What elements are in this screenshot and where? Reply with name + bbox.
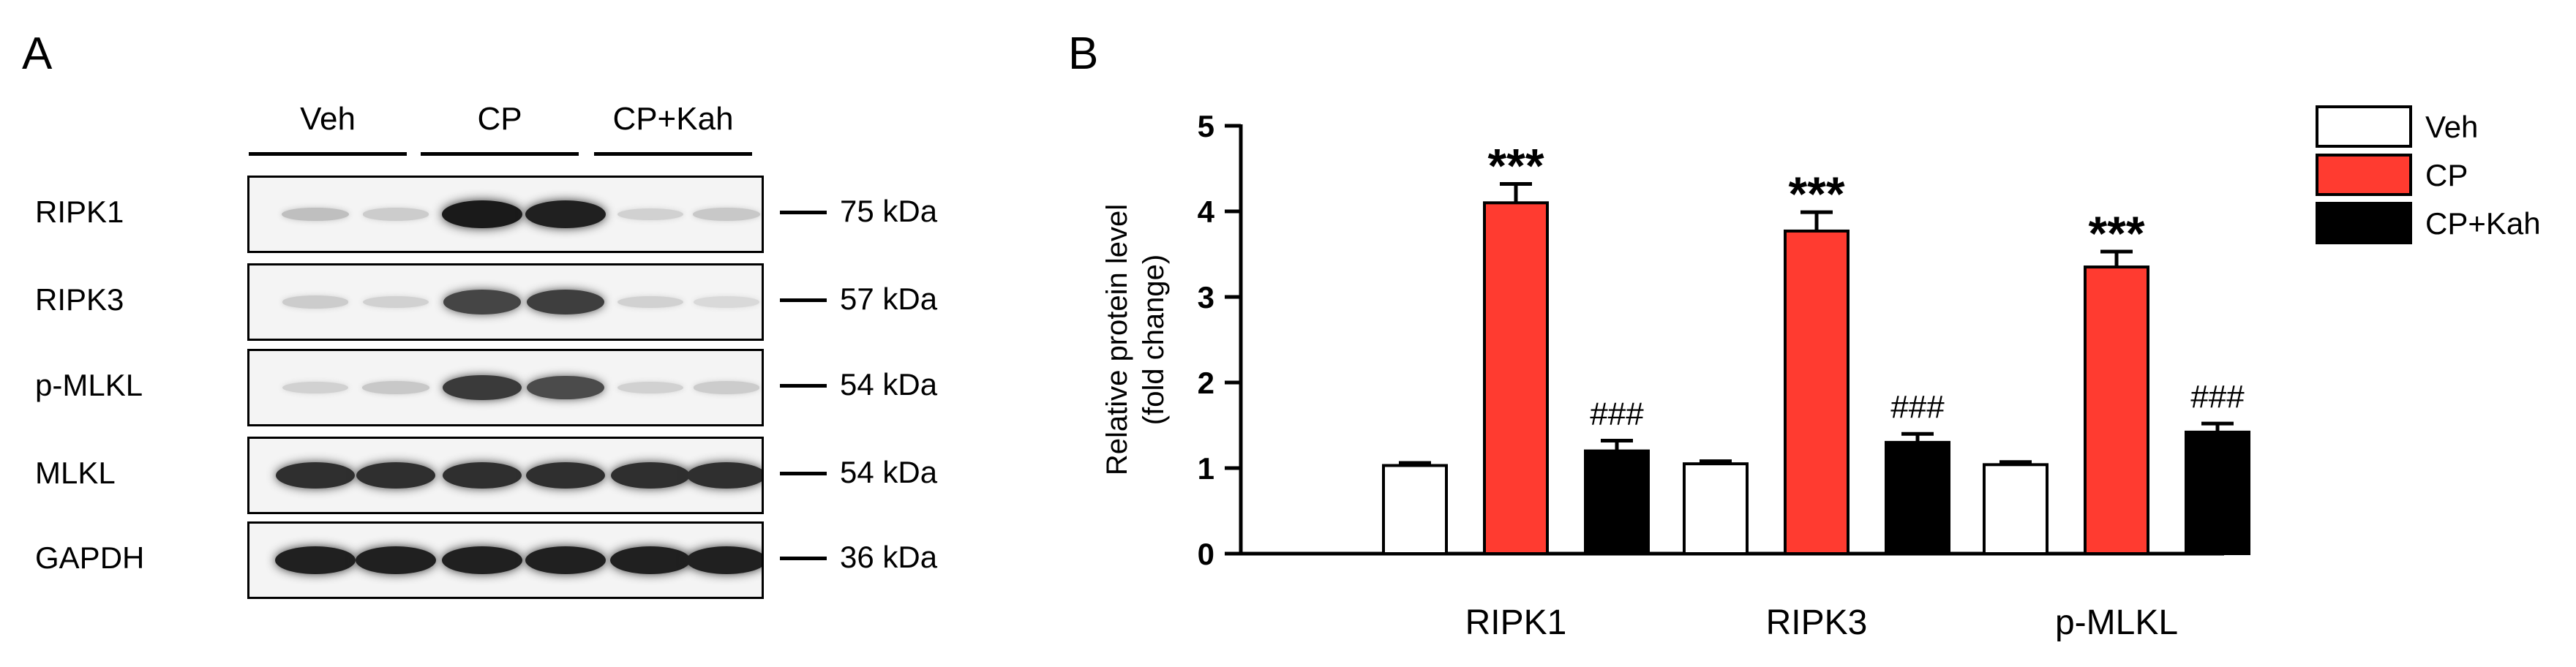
blot-membrane — [247, 437, 764, 514]
molecular-weight-label: 57 kDa — [840, 282, 938, 316]
bar-veh-ripk1 — [1382, 464, 1448, 555]
blot-band — [527, 375, 604, 400]
blot-band — [275, 461, 356, 489]
legend-label: CP — [2425, 158, 2468, 192]
blot-band — [694, 296, 759, 308]
blot-group-label: CP — [477, 101, 522, 137]
blot-band — [281, 207, 350, 222]
blot-group-label: CP+Kah — [612, 101, 734, 137]
blot-row: RIPK3 57 kDa — [35, 263, 937, 341]
molecular-weight-label: 54 kDa — [840, 455, 938, 489]
blot-band — [610, 461, 691, 489]
marker-dash — [780, 557, 827, 560]
blot-protein-label: GAPDH — [35, 540, 145, 575]
blot-protein-label: p-MLKL — [35, 368, 143, 402]
blot-band — [282, 381, 349, 394]
blot-band — [526, 289, 605, 315]
blot-band — [617, 295, 684, 309]
significance-annotation: *** — [1788, 167, 1844, 221]
blot-band — [525, 461, 606, 489]
blot-row: MLKL 54 kDa — [35, 437, 937, 514]
y-tick-label: 4 — [1198, 195, 1215, 229]
y-tick-label: 1 — [1198, 451, 1214, 486]
western-blot-panel: Veh CP CP+Kah RIPK1 75 kDa RIPK3 57 kDa p-MLKL… — [0, 0, 1039, 667]
bar-cp-ripk3 — [1784, 229, 1850, 555]
significance-annotation: *** — [2088, 206, 2144, 260]
panel-letter-b: B — [1068, 29, 1099, 79]
legend-label: CP+Kah — [2425, 206, 2541, 241]
blot-protein-label: MLKL — [35, 456, 116, 490]
bar-chart: 0 1 2 3 4 5 Relative protein level (fold change… — [1101, 109, 2250, 642]
marker-dash — [780, 472, 827, 475]
marker-dash — [780, 211, 827, 214]
blot-membrane — [247, 263, 764, 341]
blot-band — [617, 208, 684, 221]
y-axis-label: Relative protein level — [1101, 204, 1133, 475]
bar-cp-kah-ripk1 — [1584, 449, 1650, 555]
blot-band — [686, 461, 762, 489]
blot-band — [686, 546, 762, 574]
blot-membrane — [247, 521, 764, 599]
blot-band — [609, 546, 691, 574]
blot-membrane — [247, 349, 764, 426]
legend-swatch — [2316, 202, 2412, 244]
blot-band — [525, 200, 607, 228]
significance-annotation: ### — [1890, 389, 1945, 425]
blot-group-line — [421, 152, 579, 156]
legend-label: Veh — [2425, 110, 2479, 144]
x-category-label: RIPK3 — [1766, 603, 1868, 642]
y-axis-label: (fold change) — [1138, 255, 1170, 425]
legend-swatch — [2316, 105, 2412, 148]
significance-annotation: *** — [1487, 139, 1544, 193]
blot-band — [443, 290, 521, 314]
blot-row: RIPK1 75 kDa — [35, 176, 937, 253]
blot-band — [441, 200, 523, 229]
blot-band — [362, 208, 429, 221]
bar-veh-p-mlkl — [1983, 463, 2049, 556]
x-category-label: RIPK1 — [1465, 603, 1567, 642]
blot-membrane — [247, 176, 764, 253]
y-tick-label: 0 — [1198, 537, 1214, 571]
bar-cp-ripk1 — [1483, 201, 1549, 555]
y-tick-label: 2 — [1198, 366, 1214, 400]
blot-band — [356, 461, 436, 489]
blot-band — [617, 381, 684, 394]
blot-band — [525, 546, 607, 574]
bar-cp-p-mlkl — [2084, 265, 2149, 555]
significance-annotation: ### — [2190, 379, 2245, 415]
blot-row: GAPDH 36 kDa — [35, 521, 937, 599]
blot-band — [693, 381, 760, 394]
marker-dash — [780, 384, 827, 388]
blot-protein-label: RIPK1 — [35, 195, 124, 229]
bar-cp-kah-p-mlkl — [2185, 430, 2250, 555]
blot-band — [443, 374, 522, 401]
significance-annotation: ### — [1590, 396, 1644, 432]
marker-dash — [780, 298, 827, 302]
blot-group-label: Veh — [300, 101, 356, 137]
blot-band — [274, 546, 356, 574]
molecular-weight-label: 54 kDa — [840, 367, 938, 402]
molecular-weight-label: 75 kDa — [840, 194, 938, 228]
blot-group-line — [249, 152, 407, 156]
blot-protein-label: RIPK3 — [35, 282, 124, 317]
blot-group-line — [594, 152, 752, 156]
blot-band — [441, 546, 523, 574]
legend-swatch — [2316, 154, 2412, 196]
y-tick-label: 5 — [1198, 109, 1214, 143]
panel-letter-a: A — [22, 29, 53, 79]
blot-band — [362, 381, 429, 394]
bar-veh-ripk3 — [1683, 462, 1749, 556]
blot-band — [282, 295, 349, 309]
blot-band — [355, 546, 437, 574]
bar-cp-kah-ripk3 — [1885, 440, 1950, 556]
molecular-weight-label: 36 kDa — [840, 540, 938, 574]
y-tick-label: 3 — [1198, 280, 1214, 314]
blot-band — [362, 295, 429, 309]
x-category-label: p-MLKL — [2055, 603, 2178, 642]
blot-row: p-MLKL 54 kDa — [35, 349, 937, 426]
blot-band — [442, 461, 522, 489]
blot-band — [693, 208, 760, 221]
